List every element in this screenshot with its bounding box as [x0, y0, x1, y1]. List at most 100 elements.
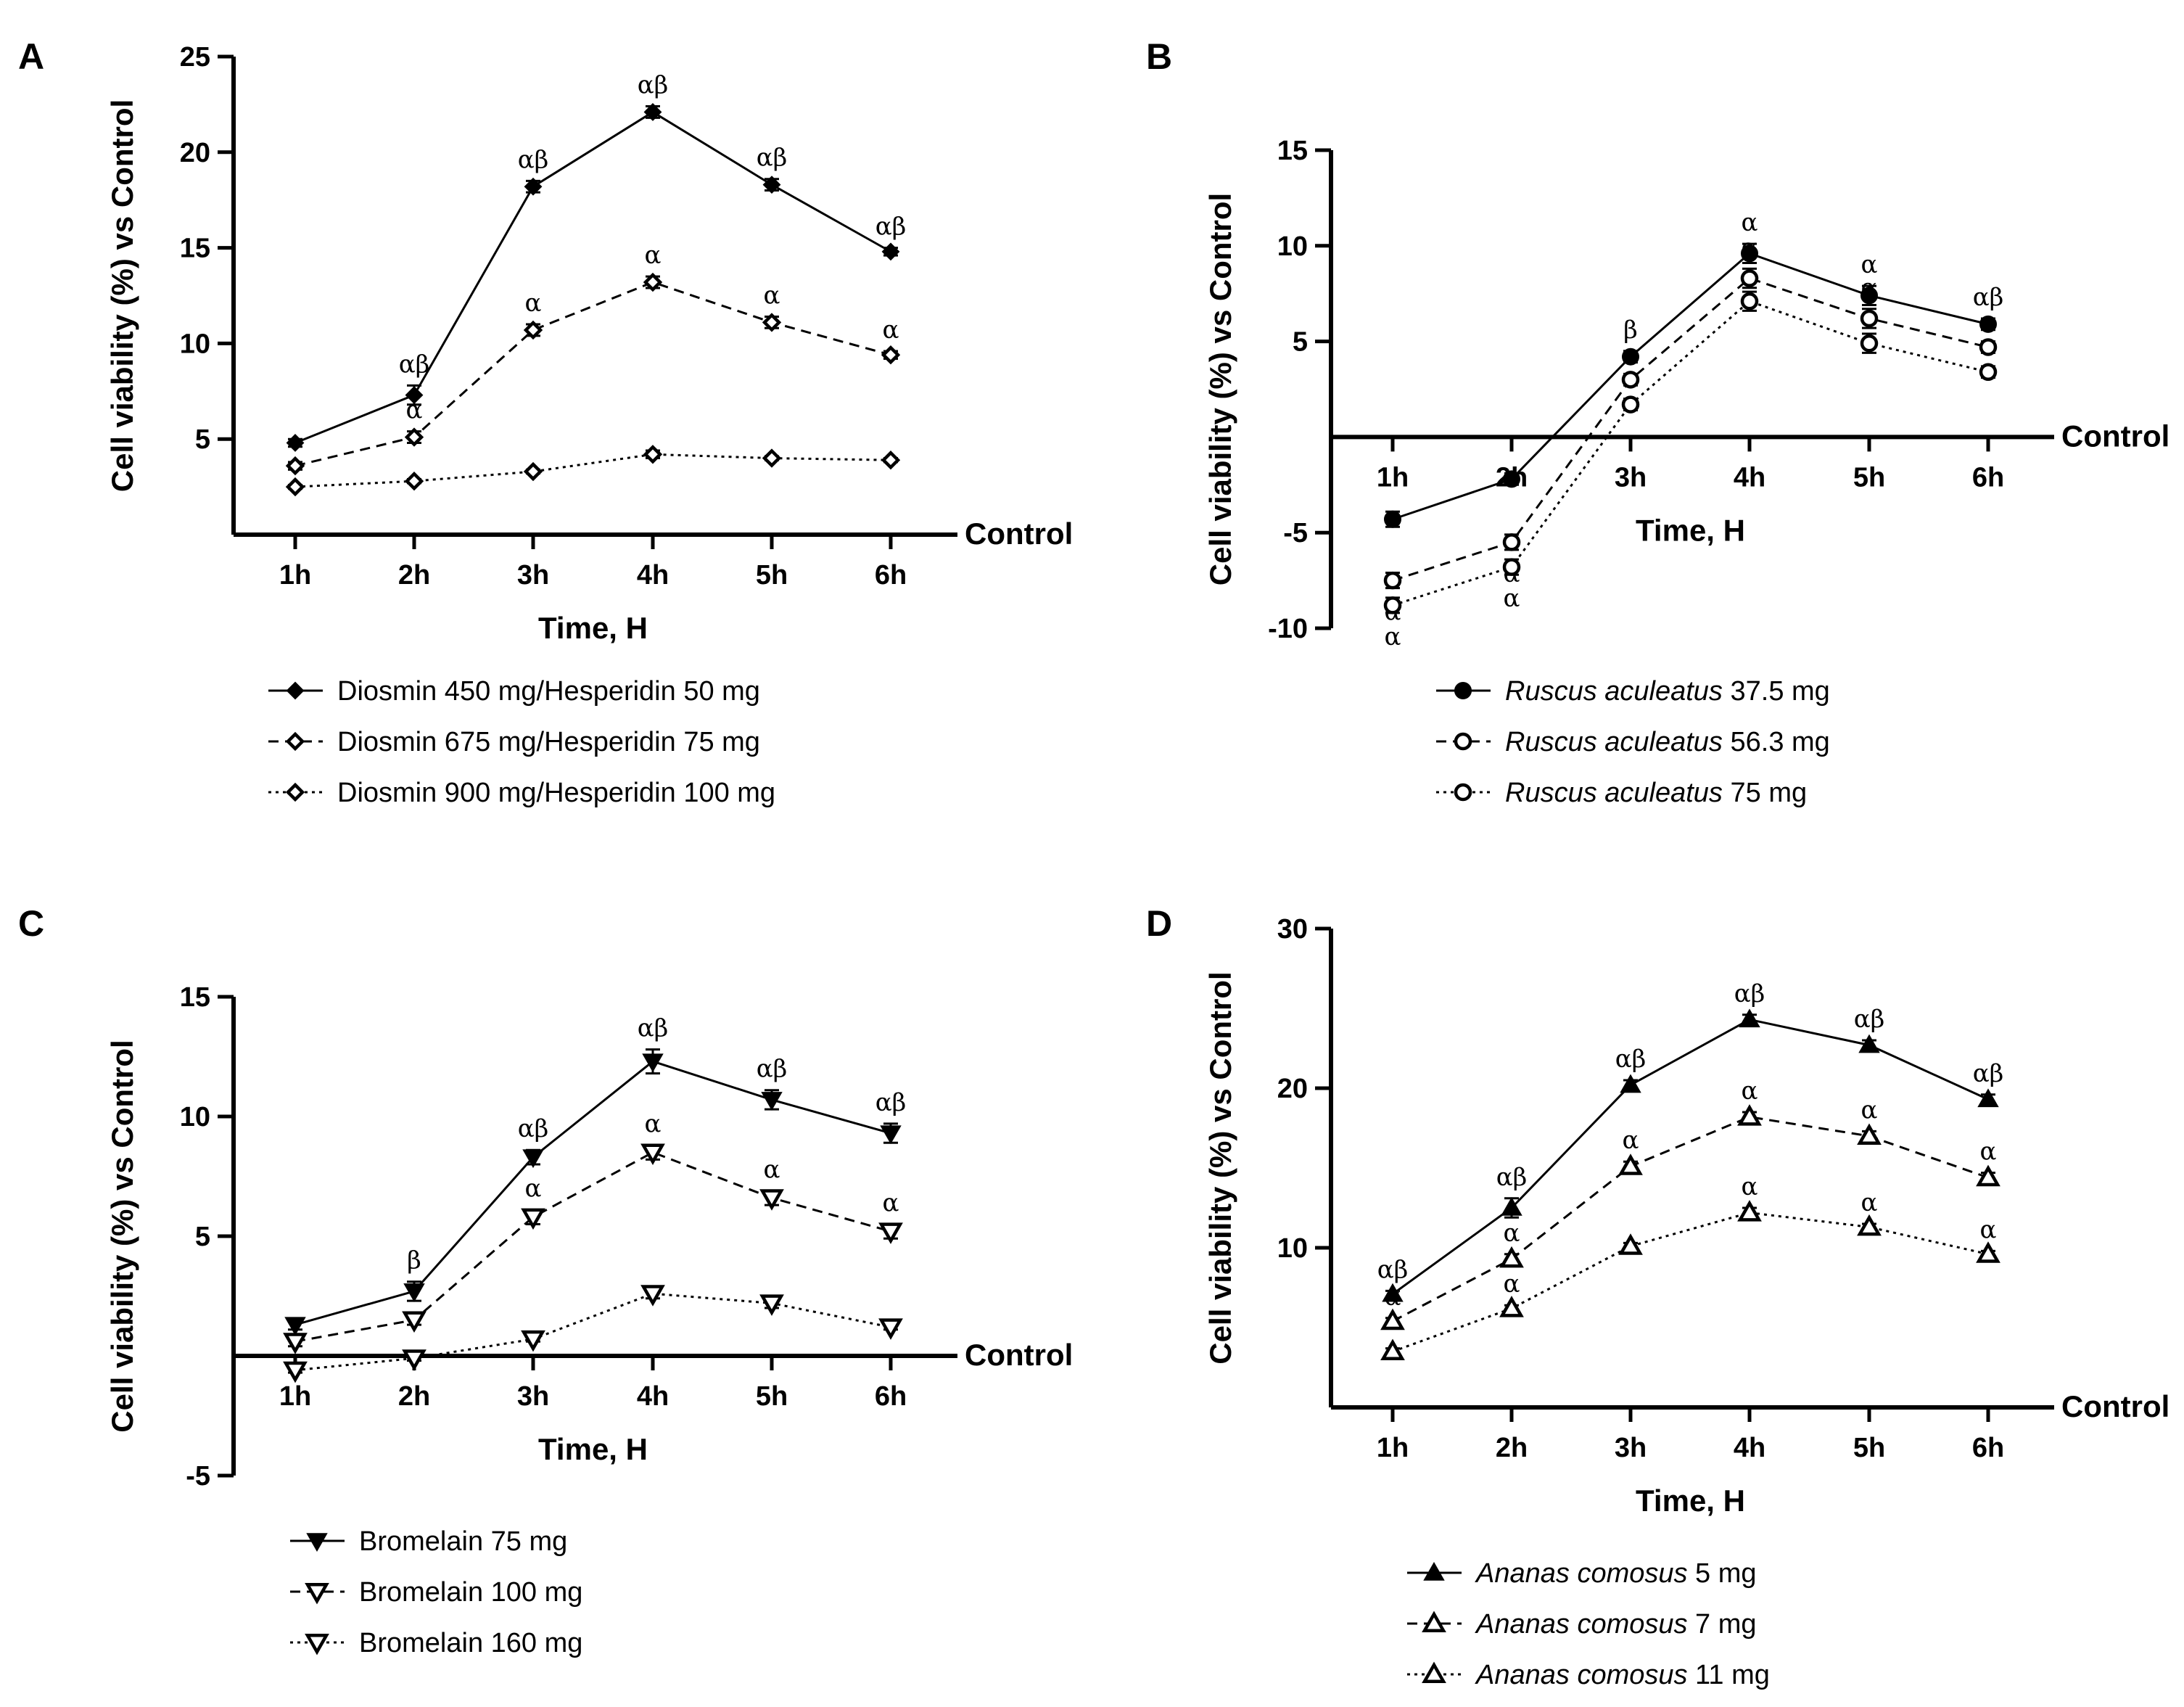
x-tick-label: 6h — [875, 560, 907, 591]
data-point — [759, 1294, 784, 1316]
data-point — [643, 103, 662, 121]
legend-label: Ruscus aculeatus 37.5 mg — [1505, 676, 1830, 707]
data-point — [522, 1149, 544, 1169]
significance-label: α — [1861, 1188, 1878, 1217]
data-point — [1740, 292, 1759, 310]
x-tick-label: 6h — [875, 1381, 907, 1412]
data-point — [1857, 1123, 1882, 1145]
data-point — [640, 1143, 665, 1166]
data-point — [405, 386, 424, 404]
legend-marker — [1454, 732, 1472, 751]
data-point — [1384, 510, 1401, 528]
x-tick-label: 3h — [517, 560, 549, 591]
data-point — [1621, 395, 1640, 414]
legend-label-name: Ananas comosus — [1475, 1609, 1688, 1640]
series-a-1: αβ αβ αβ αβ αβ — [286, 71, 906, 452]
y-tick-label: 25 — [180, 42, 210, 73]
data-point — [880, 1125, 902, 1145]
significance-label: α — [645, 241, 662, 270]
y-tick-label: -5 — [1283, 518, 1308, 548]
significance-label: αβ — [1377, 1255, 1409, 1284]
legend-marker — [1454, 783, 1472, 802]
series-d-1: αβ αβ αβ αβ αβ αβ — [1377, 979, 2003, 1302]
significance-label: αβ — [875, 1088, 907, 1117]
y-tick-label: 10 — [1277, 231, 1308, 262]
legend-label-name: Bromelain 100 mg — [359, 1577, 582, 1608]
legend-label-dose: 75 mg — [1723, 778, 1807, 808]
chart-panel-c: C -5 5 10 15 Control 1h 2h 3h 4h 5h 6h Time, H Cell v… — [18, 903, 1073, 1658]
data-point — [1741, 244, 1758, 263]
significance-label: α — [1504, 1219, 1520, 1248]
legend-entry: Bromelain 75 mg — [290, 1526, 567, 1557]
data-point — [881, 242, 900, 261]
significance-label: α — [1504, 584, 1520, 613]
x-axis-title: Time, H — [1636, 1484, 1745, 1518]
data-point — [1499, 1296, 1524, 1317]
data-point — [1976, 1164, 2000, 1187]
series-line — [1392, 1212, 1989, 1353]
x-axis-title: Time, H — [538, 1432, 648, 1466]
data-point — [1380, 1308, 1405, 1330]
significance-label: αβ — [1615, 1045, 1647, 1074]
x-tick-label: 5h — [756, 1381, 788, 1412]
y-axis-title: Cell viability (%) vs Control — [105, 99, 139, 492]
x-tick-label: 2h — [398, 1381, 430, 1412]
data-point — [1860, 309, 1879, 328]
significance-label: αβ — [638, 71, 669, 100]
series-c-1: β αβ αβ αβ αβ — [284, 1014, 907, 1336]
x-tick-label: 1h — [279, 1381, 311, 1412]
series-line — [294, 1060, 891, 1326]
data-point — [283, 1333, 308, 1354]
data-point — [1501, 1196, 1522, 1216]
data-point — [1382, 1283, 1404, 1302]
data-point — [643, 272, 663, 292]
y-axis-title: Cell viability (%) vs Control — [105, 1040, 139, 1432]
legend-marker — [305, 1634, 329, 1655]
data-point — [1618, 1233, 1643, 1255]
y-axis-title: Cell viability (%) vs Control — [1203, 971, 1237, 1364]
data-point — [759, 1189, 784, 1211]
series-a-3 — [285, 445, 901, 497]
significance-label: αβ — [1973, 283, 2004, 312]
data-point — [285, 456, 305, 476]
data-point — [404, 427, 424, 447]
legend-label-dose: 56.3 mg — [1723, 727, 1830, 757]
legend-label: Diosmin 450 mg/Hesperidin 50 mg — [337, 676, 760, 707]
data-point — [1622, 347, 1639, 366]
significance-label: α — [1861, 250, 1878, 279]
legend-marker — [306, 1533, 328, 1552]
legend-label: Ananas comosus 7 mg — [1475, 1609, 1757, 1640]
y-tick-label: 10 — [1277, 1233, 1308, 1264]
y-tick-label: 15 — [180, 234, 210, 264]
y-axis-title: Cell viability (%) vs Control — [1203, 193, 1237, 585]
data-point — [284, 1317, 306, 1336]
series-c-3 — [283, 1285, 903, 1383]
x-tick-label: 6h — [1972, 462, 2004, 493]
series-line — [294, 1151, 891, 1343]
significance-label: α — [1742, 1077, 1758, 1106]
legend-entry: Diosmin 675 mg/Hesperidin 75 mg — [268, 727, 760, 757]
x-tick-label: 4h — [637, 1381, 669, 1412]
significance-label: α — [1742, 1172, 1758, 1201]
data-point — [1502, 558, 1521, 576]
significance-label: α — [1385, 622, 1401, 651]
panel-letter-c: C — [18, 903, 44, 944]
significance-label: α — [1861, 273, 1878, 303]
x-tick-label: 5h — [1853, 1433, 1885, 1463]
legend-marker — [1423, 1561, 1445, 1581]
significance-label: αβ — [518, 145, 549, 174]
control-baseline-label: Control — [2061, 1389, 2169, 1423]
legend-label: Bromelain 75 mg — [359, 1526, 567, 1557]
x-tick-label: 1h — [279, 560, 311, 591]
x-tick-label: 5h — [1853, 462, 1885, 493]
significance-label: αβ — [1734, 979, 1765, 1008]
data-point — [1621, 371, 1640, 389]
y-tick-label: 5 — [195, 424, 210, 455]
data-point — [1860, 287, 1878, 305]
x-tick-label: 2h — [398, 560, 430, 591]
data-point — [1499, 1246, 1524, 1268]
legend-label-name: Ruscus aculeatus — [1505, 727, 1723, 757]
